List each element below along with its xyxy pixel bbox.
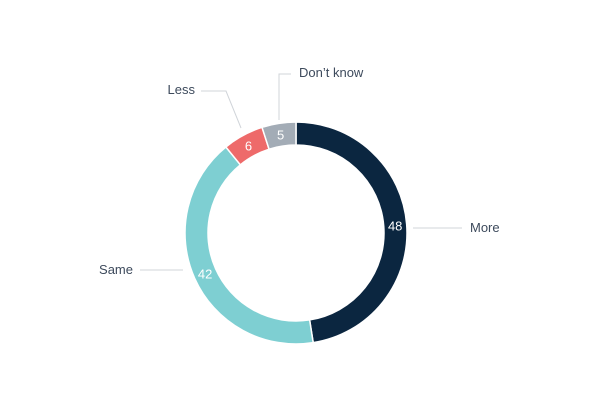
slice-label-more: More	[470, 220, 500, 235]
slice-value-less: 6	[245, 139, 252, 154]
slice-same	[184, 145, 315, 345]
slice-label-less: Less	[168, 82, 196, 97]
slice-value-more: 48	[388, 218, 402, 233]
slice-label-don-t-know: Don’t know	[299, 65, 364, 80]
slice-value-same: 42	[198, 267, 212, 282]
slice-value-labels: 48 42 6 5	[198, 128, 403, 282]
leader-line-less	[201, 90, 242, 129]
donut-slices	[184, 121, 408, 345]
leader-line-don-t-know	[278, 73, 291, 120]
slice-label-same: Same	[99, 262, 133, 277]
slice-don-t-know	[261, 121, 297, 151]
leader-lines	[140, 73, 462, 271]
slice-value-don-t-know: 5	[277, 128, 284, 143]
slice-category-labels: More Same Less Don’t know	[99, 65, 500, 277]
